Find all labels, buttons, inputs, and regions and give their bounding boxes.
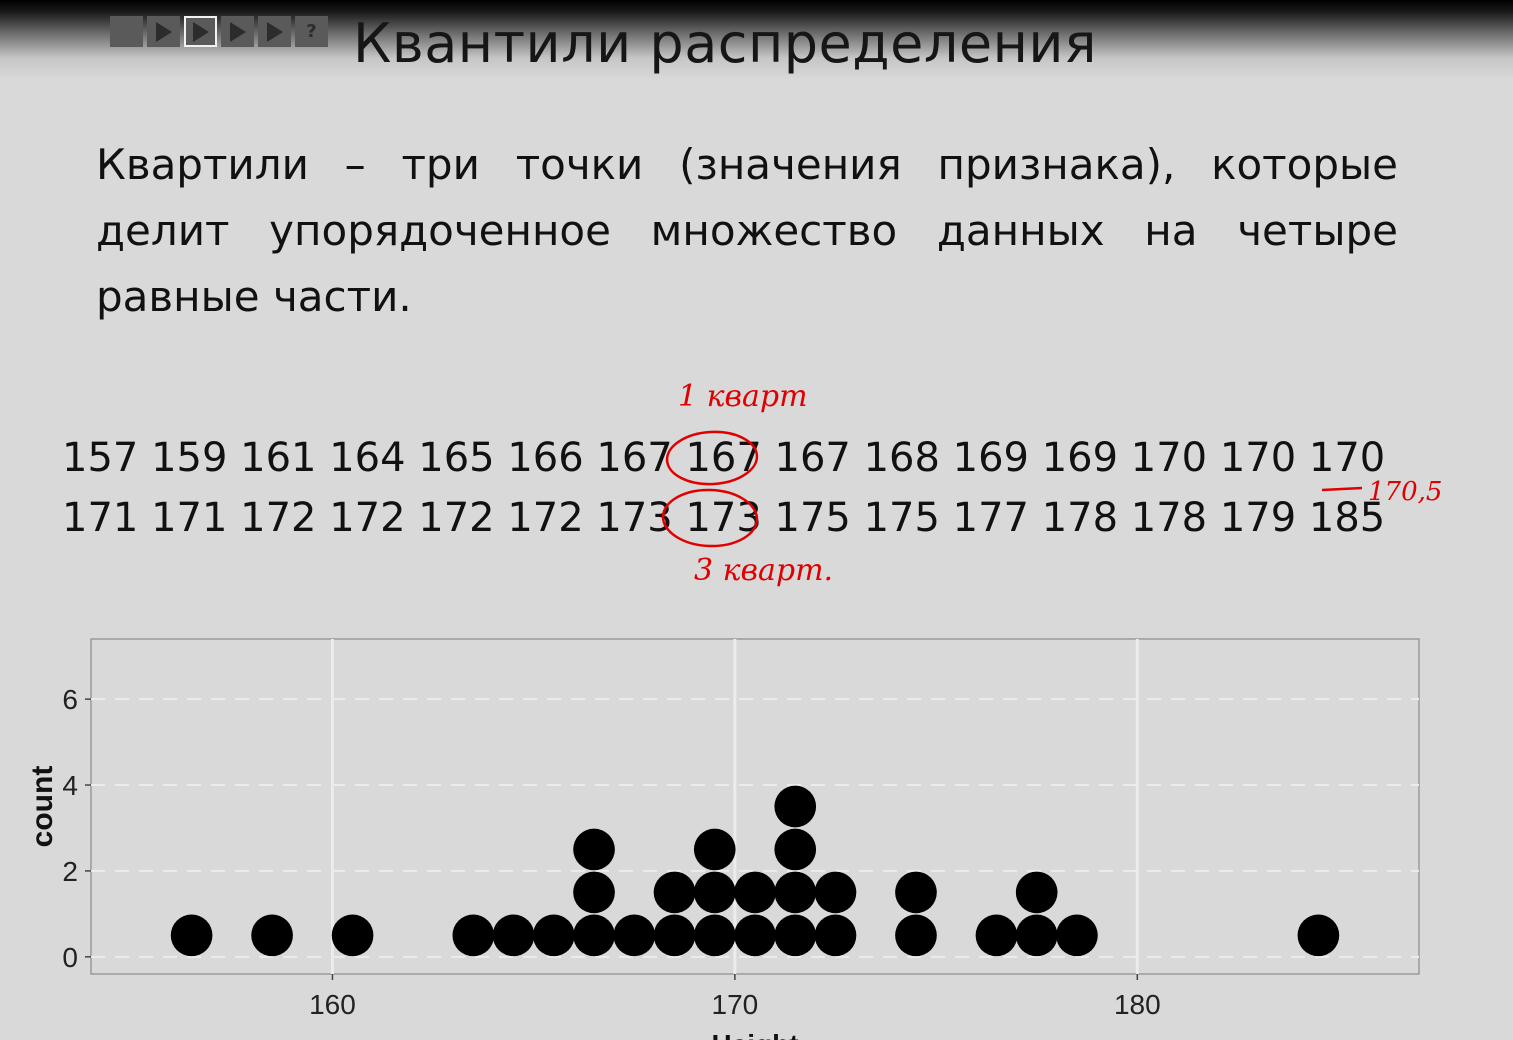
- dot-point: [331, 914, 374, 957]
- dot-point: [1015, 871, 1058, 914]
- dot-point: [653, 871, 696, 914]
- data-series-row-2: 171 171 172 172 172 172 173 173 175 175 …: [62, 495, 1386, 541]
- dot-point: [251, 914, 293, 957]
- dot-point: [774, 914, 817, 957]
- play-button-4[interactable]: [221, 16, 254, 47]
- play-button-3[interactable]: [184, 16, 217, 47]
- height-dotplot: 160 170 180 0 2 4 6 Height count: [26, 638, 1420, 1040]
- x-tick-label: 160: [309, 989, 356, 1020]
- play-icon: [155, 21, 172, 42]
- help-icon: ?: [306, 20, 317, 42]
- dot-point: [1015, 914, 1058, 957]
- x-axis-label: Height: [711, 1029, 798, 1040]
- dot-point: [492, 914, 535, 957]
- median-dash: [1321, 486, 1363, 492]
- dot-point: [573, 828, 615, 871]
- play-button-5[interactable]: [258, 16, 291, 47]
- y-axis-label: count: [26, 766, 59, 848]
- dot-point: [170, 914, 213, 957]
- y-tick-label: 0: [62, 942, 78, 973]
- dot-point: [693, 828, 736, 871]
- dot-point: [573, 914, 615, 957]
- dot-point: [774, 871, 817, 914]
- dot-point: [734, 914, 776, 957]
- play-icon: [192, 21, 209, 42]
- dot-point: [653, 914, 696, 957]
- x-tick-label: 180: [1114, 989, 1161, 1020]
- dot-point: [975, 914, 1018, 957]
- dot-point: [1297, 914, 1340, 957]
- q3-annotation: 3 кварт.: [694, 553, 833, 588]
- slide-title: Квантили распределения: [353, 12, 1097, 75]
- dot-point: [774, 828, 817, 871]
- play-icon: [266, 21, 283, 42]
- quartile-definition: Квартили – три точки (значения признака)…: [96, 140, 1398, 321]
- dot-point: [693, 871, 736, 914]
- q1-annotation: 1 кварт: [678, 379, 808, 414]
- x-tick-label: 170: [712, 989, 759, 1020]
- dot-point: [734, 871, 776, 914]
- dot-point: [532, 914, 575, 957]
- dot-point: [693, 914, 736, 957]
- dot-point: [452, 914, 495, 957]
- y-tick-label: 6: [62, 684, 78, 715]
- player-controls: ?: [110, 16, 328, 47]
- help-button-6[interactable]: ?: [295, 16, 328, 47]
- dot-point: [895, 914, 937, 957]
- stop-button-1[interactable]: [110, 16, 143, 47]
- dot-point: [613, 914, 656, 957]
- dot-point: [573, 871, 615, 914]
- y-tick-label: 4: [62, 770, 78, 801]
- dot-point: [814, 914, 857, 957]
- dot-point: [814, 871, 857, 914]
- play-icon: [229, 21, 246, 42]
- data-series-row-1: 157 159 161 164 165 166 167 167 167 168 …: [62, 435, 1386, 481]
- dot-point: [774, 785, 817, 828]
- play-button-2[interactable]: [147, 16, 180, 47]
- dot-point: [1056, 914, 1098, 957]
- y-tick-label: 2: [62, 856, 78, 887]
- dot-point: [895, 871, 937, 914]
